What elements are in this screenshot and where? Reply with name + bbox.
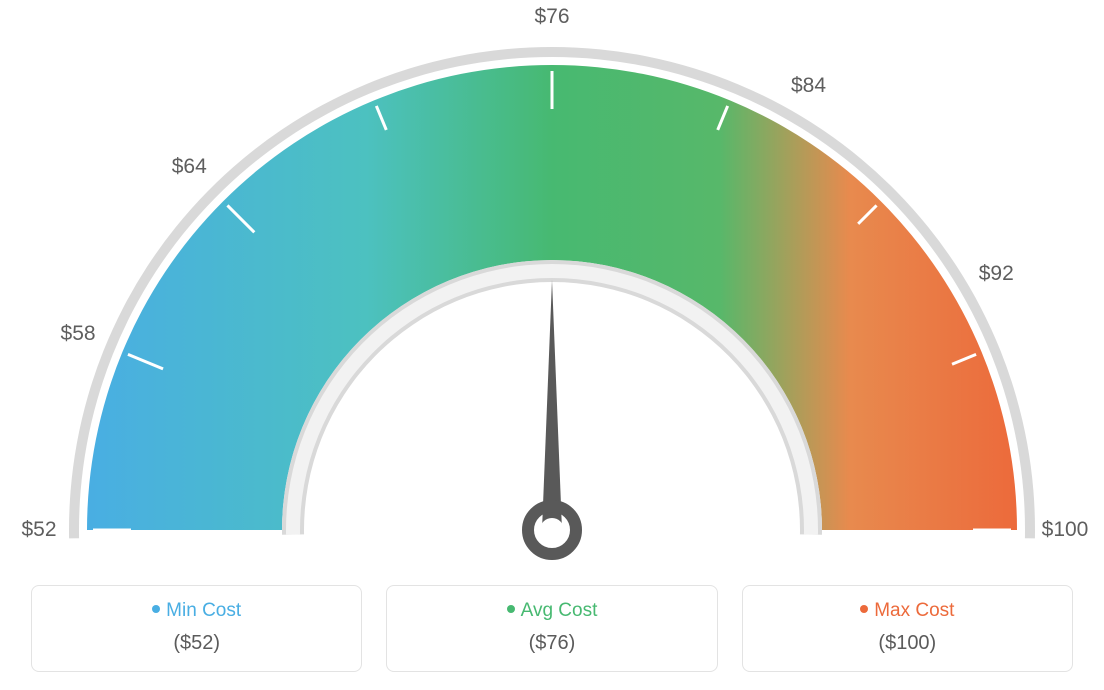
legend-max-label: Max Cost xyxy=(874,600,954,621)
legend-card-avg: Avg Cost ($76) xyxy=(386,585,717,672)
legend-card-max: Max Cost ($100) xyxy=(742,585,1073,672)
gauge: $52 $58 $64 $76 $84 $92 $100 xyxy=(0,0,1104,560)
legend-row: Min Cost ($52) Avg Cost ($76) Max Cost (… xyxy=(31,585,1073,672)
gauge-tick-label: $52 xyxy=(21,518,56,542)
legend-max-dot-icon xyxy=(860,605,868,613)
legend-min-title: Min Cost xyxy=(42,600,351,622)
legend-max-value: ($100) xyxy=(753,632,1062,655)
legend-avg-dot-icon xyxy=(507,605,515,613)
legend-avg-title: Avg Cost xyxy=(397,600,706,622)
gauge-tick-label: $84 xyxy=(791,74,826,98)
gauge-tick-label: $92 xyxy=(979,262,1014,286)
legend-avg-label: Avg Cost xyxy=(521,600,598,621)
legend-card-min: Min Cost ($52) xyxy=(31,585,362,672)
gauge-tick-label: $64 xyxy=(172,155,207,179)
legend-max-title: Max Cost xyxy=(753,600,1062,622)
legend-avg-value: ($76) xyxy=(397,632,706,655)
legend-min-value: ($52) xyxy=(42,632,351,655)
gauge-tick-label: $58 xyxy=(61,322,96,346)
gauge-tick-label: $100 xyxy=(1042,518,1089,542)
legend-min-dot-icon xyxy=(152,605,160,613)
gauge-tick-label: $76 xyxy=(534,5,569,29)
cost-gauge-chart: $52 $58 $64 $76 $84 $92 $100 Min Cost ($52) Av… xyxy=(0,0,1104,690)
legend-min-label: Min Cost xyxy=(166,600,241,621)
